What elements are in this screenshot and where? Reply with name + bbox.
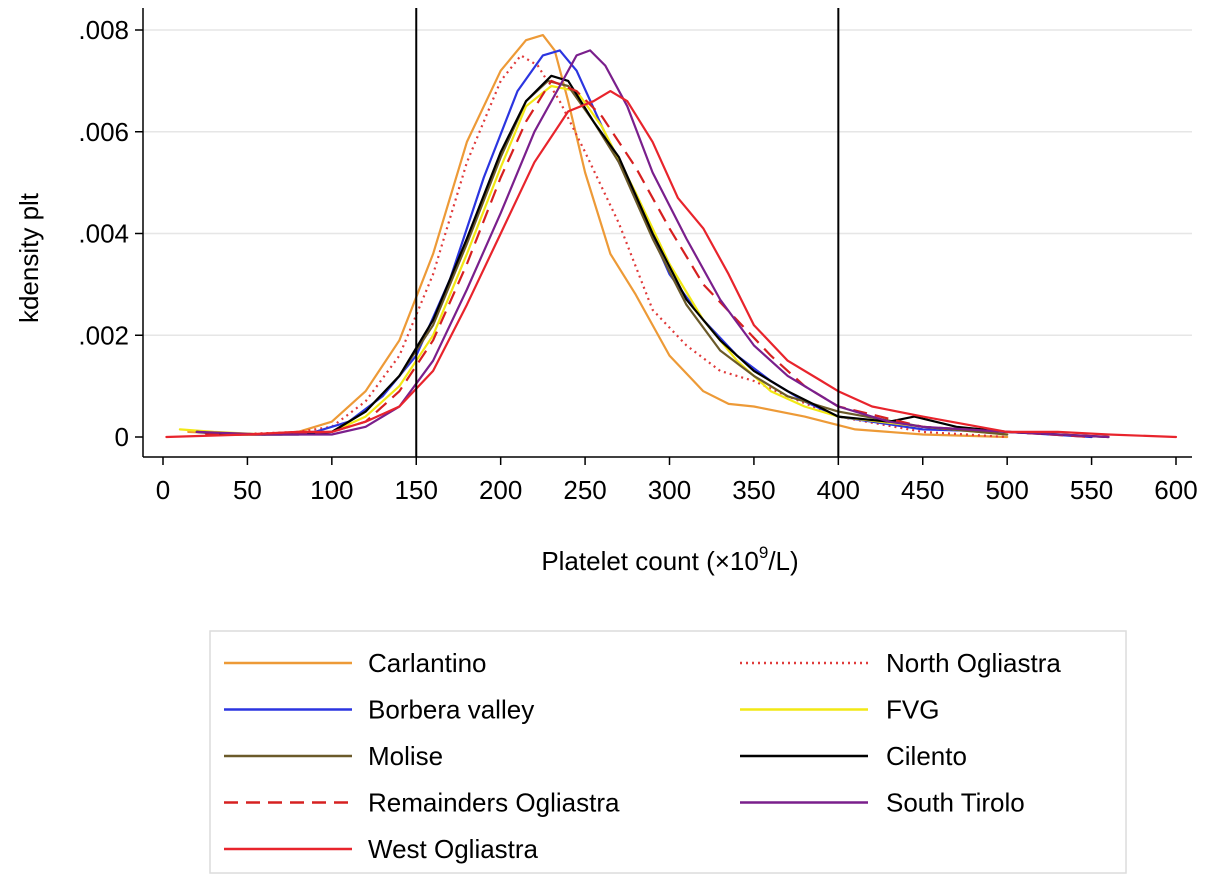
x-axis-label-superscript: 9: [759, 543, 768, 562]
series-lines: [165, 34, 1178, 439]
y-axis-label: kdensity plt: [14, 192, 44, 323]
series-line-west-ogliastra: [165, 90, 1178, 439]
series-line-fvg: [178, 84, 1009, 436]
legend-label-west-ogliastra: West Ogliastra: [368, 834, 539, 864]
x-tick-label-9: 450: [901, 475, 944, 505]
legend-label-fvg: FVG: [886, 695, 939, 725]
legend-label-borbera-valley: Borbera valley: [368, 695, 534, 725]
x-tick-label-10: 500: [985, 475, 1028, 505]
x-tick-label-6: 300: [648, 475, 691, 505]
legend-label-south-tirolo: South Tirolo: [886, 788, 1025, 818]
x-tick-label-5: 250: [563, 475, 606, 505]
legend: Carlantino Borbera valley Molise Remainders…: [209, 630, 1127, 874]
gridlines: [143, 29, 1192, 336]
x-tick-label-2: 100: [310, 475, 353, 505]
x-tick-label-11: 550: [1070, 475, 1113, 505]
series-line-south-tirolo: [195, 49, 1110, 439]
legend-label-north-ogliastra: North Ogliastra: [886, 648, 1061, 678]
series-line-north-ogliastra: [230, 54, 1008, 439]
x-tick-label-12: 600: [1154, 475, 1197, 505]
y-tick-label-0: 0: [115, 422, 129, 452]
legend-label-molise: Molise: [368, 741, 443, 771]
series-line-borbera-valley: [195, 49, 1093, 439]
x-axis-label: Platelet count (×109/L): [541, 543, 798, 576]
x-axis-label-main: Platelet count (×10: [541, 546, 759, 576]
axes: 0 .002 .004 .006 .008 0 50 100 150 200 250 300 350 40…: [78, 8, 1198, 505]
reference-lines: [415, 8, 840, 457]
y-tick-label-3: .006: [78, 117, 129, 147]
series-line-cilento: [195, 74, 1110, 439]
legend-label-carlantino: Carlantino: [368, 648, 487, 678]
series-line-molise: [212, 79, 1009, 436]
x-tick-label-0: 0: [156, 475, 170, 505]
x-tick-label-8: 400: [817, 475, 860, 505]
x-tick-label-3: 150: [395, 475, 438, 505]
y-tick-label-4: .008: [78, 15, 129, 45]
series-line-carlantino: [187, 34, 1009, 439]
y-tick-label-1: .002: [78, 320, 129, 350]
x-axis-label-suffix: /L): [768, 546, 798, 576]
legend-label-remainders-ogliastra: Remainders Ogliastra: [368, 788, 620, 818]
x-tick-label-1: 50: [233, 475, 262, 505]
legend-box: [209, 630, 1127, 874]
x-tick-label-7: 350: [732, 475, 775, 505]
y-tick-label-2: .004: [78, 219, 129, 249]
legend-label-cilento: Cilento: [886, 741, 967, 771]
x-tick-label-4: 200: [479, 475, 522, 505]
